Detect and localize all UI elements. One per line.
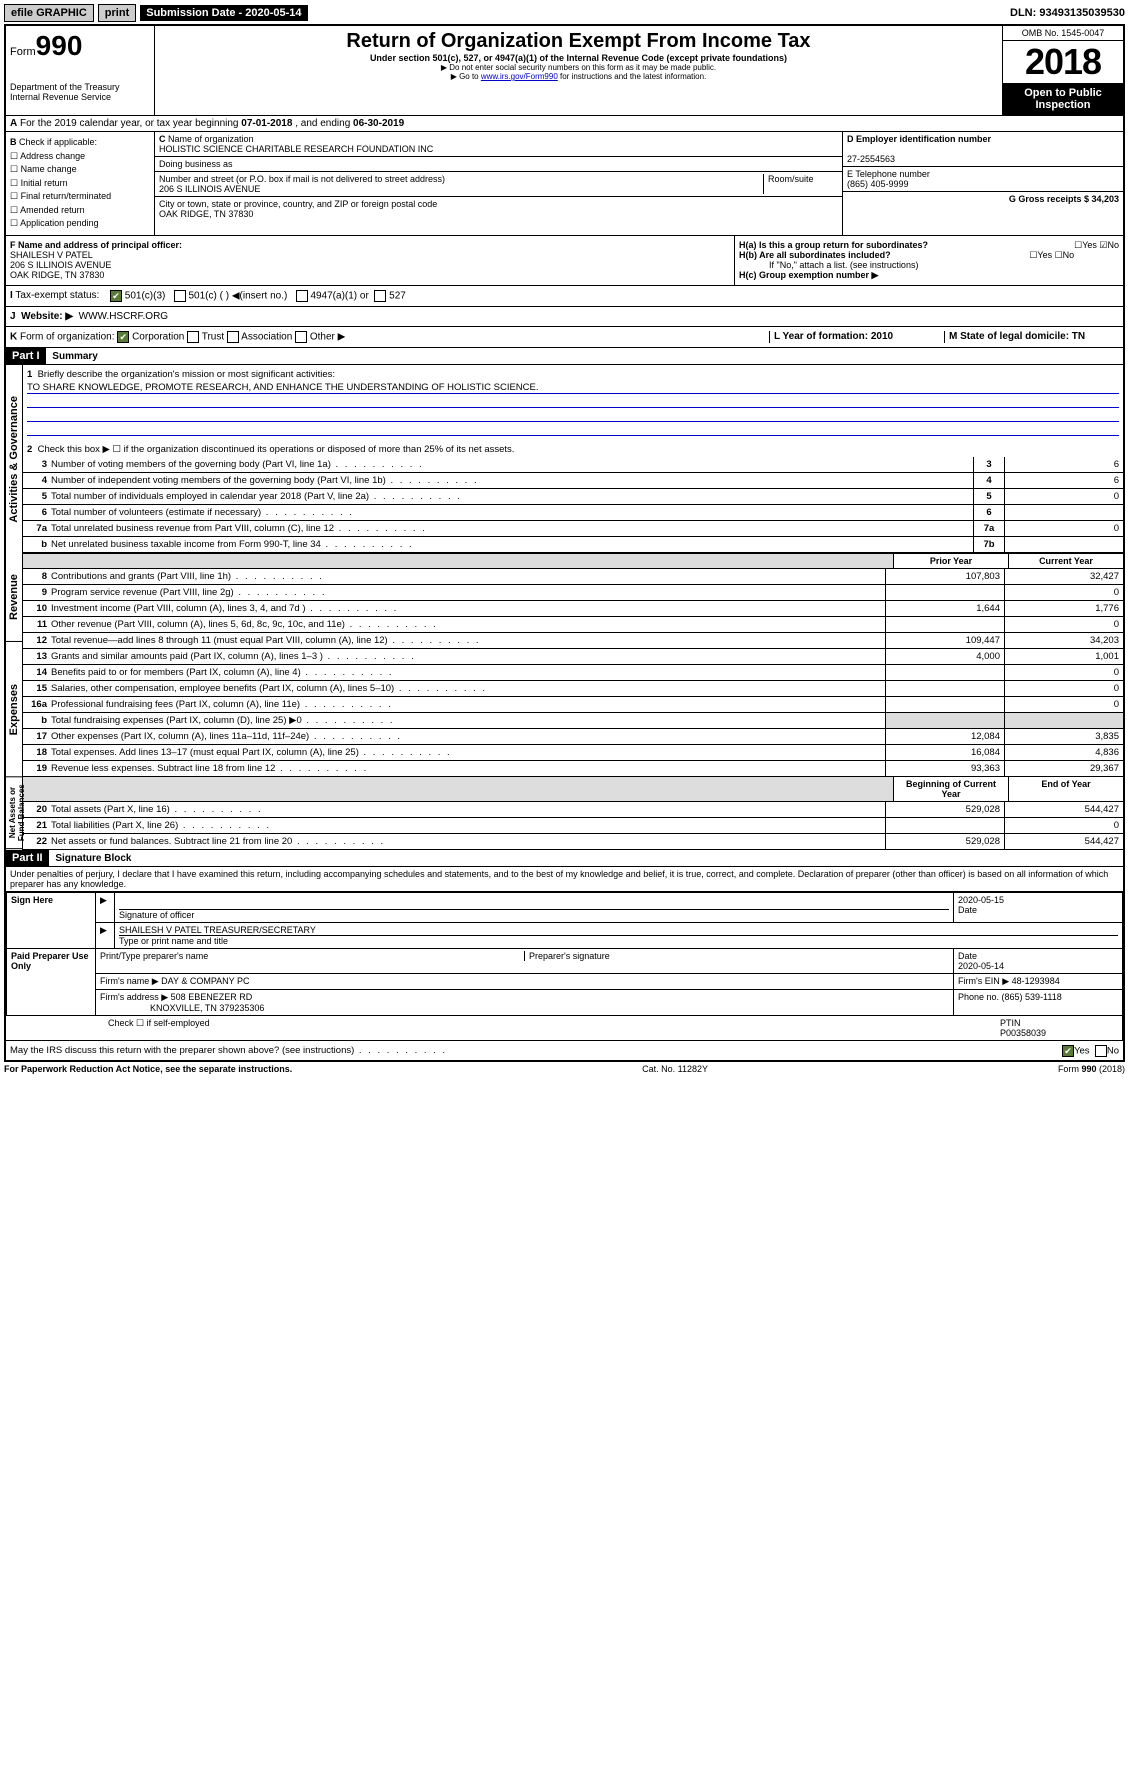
year-formation: L Year of formation: 2010 xyxy=(774,331,893,342)
efile-button[interactable]: efile GRAPHIC xyxy=(4,4,94,22)
org-address: 206 S ILLINOIS AVENUE xyxy=(159,184,260,194)
gross-receipts: G Gross receipts $ 34,203 xyxy=(1009,194,1119,204)
firm-ein: 48-1293984 xyxy=(1012,976,1060,986)
prep-date: 2020-05-14 xyxy=(958,961,1004,971)
summary-line: 14 Benefits paid to or for members (Part… xyxy=(23,665,1123,681)
part2-header: Part II Signature Block xyxy=(6,850,1123,867)
summary-line: 15 Salaries, other compensation, employe… xyxy=(23,681,1123,697)
ptin-value: P00358039 xyxy=(1000,1028,1046,1038)
subtitle-2: ▶ Do not enter social security numbers o… xyxy=(159,63,998,72)
ein-value: 27-2554563 xyxy=(847,154,895,164)
tax-period-row: A For the 2019 calendar year, or tax yea… xyxy=(6,116,1123,132)
summary-line: 22 Net assets or fund balances. Subtract… xyxy=(23,834,1123,850)
label-net-assets: Net Assets or Fund Balances xyxy=(6,777,22,849)
page-footer: For Paperwork Reduction Act Notice, see … xyxy=(4,1062,1125,1076)
open-public-badge: Open to Public Inspection xyxy=(1003,83,1123,115)
submission-date: Submission Date - 2020-05-14 xyxy=(140,5,307,21)
summary-line: 5 Total number of individuals employed i… xyxy=(23,489,1123,505)
summary-line: 12 Total revenue—add lines 8 through 11 … xyxy=(23,633,1123,649)
discuss-row: May the IRS discuss this return with the… xyxy=(6,1040,1123,1060)
col-end-year: End of Year xyxy=(1008,777,1123,801)
summary-line: 7a Total unrelated business revenue from… xyxy=(23,521,1123,537)
summary-line: 4 Number of independent voting members o… xyxy=(23,473,1123,489)
room-suite: Room/suite xyxy=(763,174,838,194)
summary-line: 6 Total number of volunteers (estimate i… xyxy=(23,505,1123,521)
officer-group-row: F Name and address of principal officer:… xyxy=(6,236,1123,286)
tax-exempt-row: I Tax-exempt status: ✔ 501(c)(3) 501(c) … xyxy=(6,286,1123,307)
org-name: HOLISTIC SCIENCE CHARITABLE RESEARCH FOU… xyxy=(159,144,433,154)
paid-preparer-label: Paid Preparer Use Only xyxy=(7,948,96,1015)
summary-line: 11 Other revenue (Part VIII, column (A),… xyxy=(23,617,1123,633)
summary-line: 8 Contributions and grants (Part VIII, l… xyxy=(23,569,1123,585)
subtitle-3: ▶ Go to www.irs.gov/Form990 for instruct… xyxy=(159,72,998,81)
sig-date: 2020-05-15 xyxy=(958,895,1118,905)
website-row: J Website: ▶ WWW.HSCRF.ORG xyxy=(6,307,1123,327)
signature-table: Sign Here ▶ Signature of officer 2020-05… xyxy=(6,892,1123,1016)
phone-value: (865) 405-9999 xyxy=(847,179,909,189)
mission-text: TO SHARE KNOWLEDGE, PROMOTE RESEARCH, AN… xyxy=(27,382,1119,394)
col-current-year: Current Year xyxy=(1008,554,1123,568)
officer-title: SHAILESH V PATEL TREASURER/SECRETARY xyxy=(119,925,316,935)
ein-label: D Employer identification number xyxy=(847,134,991,144)
form-prefix: Form xyxy=(10,46,36,58)
omb-number: OMB No. 1545-0047 xyxy=(1003,26,1123,41)
subtitle-1: Under section 501(c), 527, or 4947(a)(1)… xyxy=(159,53,998,63)
top-toolbar: efile GRAPHIC print Submission Date - 20… xyxy=(4,4,1125,22)
tax-year: 2018 xyxy=(1003,41,1123,83)
summary-line: 9 Program service revenue (Part VIII, li… xyxy=(23,585,1123,601)
summary-line: 17 Other expenses (Part IX, column (A), … xyxy=(23,729,1123,745)
label-revenue: Revenue xyxy=(6,554,22,642)
col-prior-year: Prior Year xyxy=(893,554,1008,568)
form-container: Form990 Department of the Treasury Inter… xyxy=(4,24,1125,1062)
irs-link[interactable]: www.irs.gov/Form990 xyxy=(481,72,558,81)
summary-line: 16a Professional fundraising fees (Part … xyxy=(23,697,1123,713)
firm-phone: Phone no. (865) 539-1118 xyxy=(954,989,1123,1015)
form-header: Form990 Department of the Treasury Inter… xyxy=(6,26,1123,116)
org-info-section: B Check if applicable: ☐ Address change … xyxy=(6,132,1123,236)
form-title: Return of Organization Exempt From Incom… xyxy=(159,30,998,53)
label-expenses: Expenses xyxy=(6,642,22,777)
sign-here-label: Sign Here xyxy=(7,892,96,948)
summary-line: b Net unrelated business taxable income … xyxy=(23,537,1123,553)
form-number: 990 xyxy=(36,30,83,61)
summary-line: 19 Revenue less expenses. Subtract line … xyxy=(23,761,1123,777)
website-value: WWW.HSCRF.ORG xyxy=(79,311,168,322)
state-domicile: M State of legal domicile: TN xyxy=(949,331,1085,342)
firm-addr: 508 EBENEZER RD xyxy=(171,992,253,1002)
firm-name: DAY & COMPANY PC xyxy=(161,976,249,986)
label-governance: Activities & Governance xyxy=(6,365,22,555)
box-b: B Check if applicable: ☐ Address change … xyxy=(6,132,155,235)
print-button[interactable]: print xyxy=(98,4,136,22)
dept-treasury: Department of the Treasury Internal Reve… xyxy=(10,82,150,102)
perjury-declaration: Under penalties of perjury, I declare th… xyxy=(6,867,1123,892)
summary-line: 10 Investment income (Part VIII, column … xyxy=(23,601,1123,617)
dba-label: Doing business as xyxy=(155,157,842,172)
dln-label: DLN: 93493135039530 xyxy=(1010,7,1125,19)
part1-header: Part I Summary xyxy=(6,348,1123,365)
col-begin-year: Beginning of Current Year xyxy=(893,777,1008,801)
org-city: OAK RIDGE, TN 37830 xyxy=(159,209,253,219)
phone-label: E Telephone number xyxy=(847,169,930,179)
summary-line: 3 Number of voting members of the govern… xyxy=(23,457,1123,473)
klm-row: K Form of organization: ✔ Corporation Tr… xyxy=(6,327,1123,348)
summary-line: 13 Grants and similar amounts paid (Part… xyxy=(23,649,1123,665)
summary-line: b Total fundraising expenses (Part IX, c… xyxy=(23,713,1123,729)
summary-line: 18 Total expenses. Add lines 13–17 (must… xyxy=(23,745,1123,761)
part1-body: Activities & Governance Revenue Expenses… xyxy=(6,365,1123,850)
officer-name: SHAILESH V PATEL xyxy=(10,250,93,260)
summary-line: 20 Total assets (Part X, line 16) 529,02… xyxy=(23,802,1123,818)
summary-line: 21 Total liabilities (Part X, line 26) 0 xyxy=(23,818,1123,834)
